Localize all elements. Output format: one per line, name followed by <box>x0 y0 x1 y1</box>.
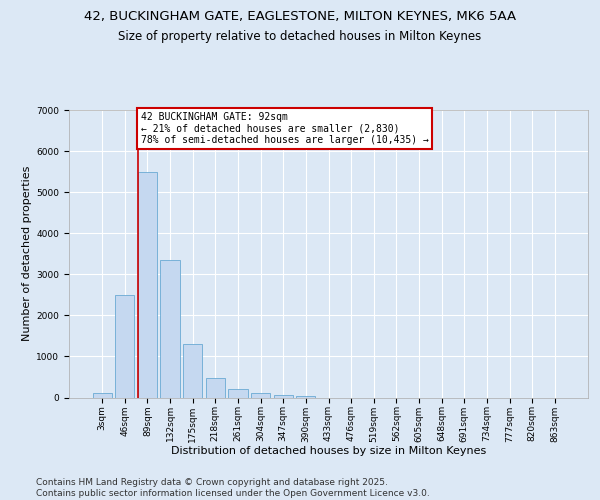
Text: 42, BUCKINGHAM GATE, EAGLESTONE, MILTON KEYNES, MK6 5AA: 42, BUCKINGHAM GATE, EAGLESTONE, MILTON … <box>84 10 516 23</box>
Bar <box>251 394 270 398</box>
Bar <box>92 394 112 398</box>
Y-axis label: Number of detached properties: Number of detached properties <box>22 166 32 342</box>
Text: 42 BUCKINGHAM GATE: 92sqm
← 21% of detached houses are smaller (2,830)
78% of se: 42 BUCKINGHAM GATE: 92sqm ← 21% of detac… <box>140 112 428 146</box>
Bar <box>296 396 316 398</box>
Bar <box>183 344 202 398</box>
Bar <box>115 295 134 398</box>
X-axis label: Distribution of detached houses by size in Milton Keynes: Distribution of detached houses by size … <box>171 446 486 456</box>
Bar <box>229 389 248 398</box>
Bar <box>138 172 157 398</box>
Bar <box>274 395 293 398</box>
Text: Size of property relative to detached houses in Milton Keynes: Size of property relative to detached ho… <box>118 30 482 43</box>
Text: Contains HM Land Registry data © Crown copyright and database right 2025.
Contai: Contains HM Land Registry data © Crown c… <box>36 478 430 498</box>
Bar <box>160 260 180 398</box>
Bar <box>206 378 225 398</box>
